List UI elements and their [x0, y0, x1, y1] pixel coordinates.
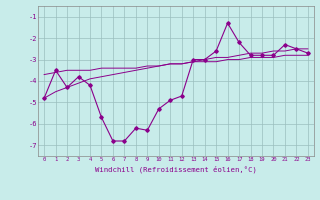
X-axis label: Windchill (Refroidissement éolien,°C): Windchill (Refroidissement éolien,°C)	[95, 165, 257, 173]
